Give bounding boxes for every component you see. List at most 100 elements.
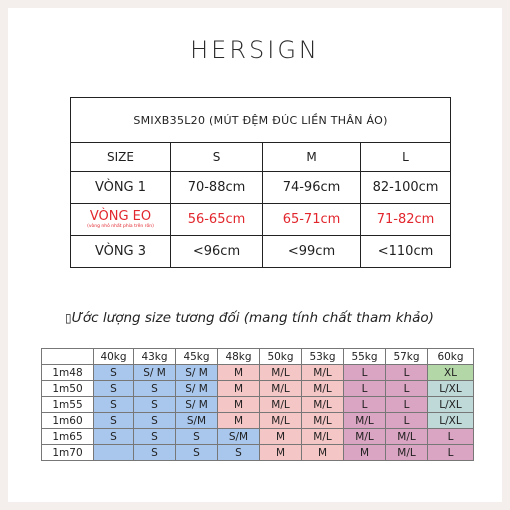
size-recommendation-cell: M/L — [301, 412, 344, 429]
weight-header-cell: 43kg — [133, 348, 176, 365]
size-recommendation-cell: M — [259, 428, 302, 445]
measurement-value: 82-100cm — [359, 171, 452, 204]
size-recommendation-cell: S — [133, 412, 176, 429]
measurement-label: VÒNG EO (vòng nhỏ nhất phía trên rốn) — [70, 203, 171, 236]
note-bullet-icon: ▯ — [65, 311, 72, 325]
measurement-value: <99cm — [262, 235, 361, 268]
size-recommendation-cell: S — [93, 412, 134, 429]
weight-row: 1m70 S S S M M M M/L L — [41, 444, 474, 461]
header-m: M — [262, 142, 361, 172]
size-recommendation-cell: S/ M — [133, 364, 176, 381]
size-recommendation-cell: L — [385, 396, 428, 413]
note-text: Ước lượng size tương đối (mang tính chất… — [71, 310, 434, 326]
height-label: 1m50 — [41, 380, 94, 397]
size-recommendation-cell: S — [175, 428, 218, 445]
weight-header-cell: 55kg — [343, 348, 386, 365]
size-recommendation-cell: M/L — [385, 428, 428, 445]
size-recommendation-cell: S/ M — [175, 364, 218, 381]
header-s: S — [170, 142, 263, 172]
size-recommendation-cell: M/L — [259, 380, 302, 397]
weight-header-corner — [41, 348, 94, 365]
measurement-name: VÒNG EO — [89, 209, 152, 224]
size-recommendation-cell: M — [259, 444, 302, 461]
size-chart-row: VÒNG 3 <96cm <99cm <110cm — [70, 235, 452, 268]
size-recommendation-cell: S — [93, 396, 134, 413]
size-recommendation-cell: S — [133, 428, 176, 445]
size-recommendation-cell: L — [385, 380, 428, 397]
size-recommendation-cell: XL — [427, 364, 474, 381]
weight-header-cell: 48kg — [217, 348, 260, 365]
size-recommendation-cell: S — [93, 364, 134, 381]
size-recommendation-cell: S — [217, 444, 260, 461]
size-recommendation-cell: L — [385, 364, 428, 381]
size-recommendation-cell: M — [301, 444, 344, 461]
size-chart-title-row: SMIXB35L20 (MÚT ĐỆM ĐÚC LIỀN THÂN ÁO) — [69, 97, 452, 143]
size-recommendation-cell: M/L — [259, 396, 302, 413]
size-chart-title: SMIXB35L20 (MÚT ĐỆM ĐÚC LIỀN THÂN ÁO) — [69, 97, 452, 143]
size-recommendation-cell: M/L — [385, 444, 428, 461]
size-recommendation-cell: M/L — [343, 428, 386, 445]
height-label: 1m70 — [41, 444, 94, 461]
measurement-value: <110cm — [359, 235, 452, 268]
size-recommendation-cell: L — [343, 364, 386, 381]
height-weight-table: 40kg 43kg 45kg 48kg 50kg 53kg 55kg 57kg 60kg 1m4… — [41, 348, 474, 461]
measurement-value: 65-71cm — [262, 203, 361, 236]
weight-row: 1m48 S S/ M S/ M M M/L M/L L L XL — [41, 364, 474, 381]
measurement-label: VÒNG 3 — [70, 235, 171, 268]
size-recommendation-cell: S/M — [175, 412, 218, 429]
weight-row: 1m65 S S S S/M M M/L M/L M/L L — [41, 428, 474, 445]
weight-header-cell: 50kg — [259, 348, 302, 365]
size-recommendation-cell: M — [217, 412, 260, 429]
size-recommendation-cell: S — [93, 428, 134, 445]
measurement-value: <96cm — [170, 235, 263, 268]
size-recommendation-cell: M — [343, 444, 386, 461]
size-recommendation-cell: M/L — [301, 380, 344, 397]
size-chart-row: VÒNG EO (vòng nhỏ nhất phía trên rốn) 56-6… — [70, 203, 452, 236]
size-recommendation-cell: L — [427, 428, 474, 445]
header-l: L — [359, 142, 452, 172]
weight-row: 1m55 S S S/ M M M/L M/L L L L/XL — [41, 396, 474, 413]
size-recommendation-cell: L/XL — [427, 412, 474, 429]
size-recommendation-cell: L — [385, 412, 428, 429]
size-recommendation-cell — [93, 444, 134, 461]
height-label: 1m65 — [41, 428, 94, 445]
size-recommendation-cell: M/L — [301, 364, 344, 381]
weight-header-row: 40kg 43kg 45kg 48kg 50kg 53kg 55kg 57kg 60kg — [41, 348, 474, 365]
measurement-value: 71-82cm — [359, 203, 452, 236]
weight-header-cell: 60kg — [427, 348, 474, 365]
size-chart-header-row: SIZE S M L — [70, 142, 452, 172]
size-chart-table: SMIXB35L20 (MÚT ĐỆM ĐÚC LIỀN THÂN ÁO) SI… — [69, 97, 452, 268]
size-recommendation-cell: S/M — [217, 428, 260, 445]
weight-header-cell: 45kg — [175, 348, 218, 365]
size-recommendation-cell: M/L — [343, 412, 386, 429]
measurement-value: 56-65cm — [170, 203, 263, 236]
size-estimate-note: ▯Ước lượng size tương đối (mang tính chấ… — [65, 310, 485, 326]
size-chart-row: VÒNG 1 70-88cm 74-96cm 82-100cm — [70, 171, 452, 204]
size-recommendation-cell: S — [175, 444, 218, 461]
size-recommendation-cell: M — [217, 396, 260, 413]
size-recommendation-cell: L/XL — [427, 380, 474, 397]
size-recommendation-cell: S — [133, 396, 176, 413]
measurement-value: 70-88cm — [170, 171, 263, 204]
height-label: 1m55 — [41, 396, 94, 413]
height-label: 1m48 — [41, 364, 94, 381]
size-recommendation-cell: L — [343, 396, 386, 413]
size-recommendation-cell: M — [217, 364, 260, 381]
weight-header-cell: 40kg — [93, 348, 134, 365]
weight-header-cell: 57kg — [385, 348, 428, 365]
size-recommendation-cell: S/ M — [175, 396, 218, 413]
height-label: 1m60 — [41, 412, 94, 429]
size-recommendation-cell: L/XL — [427, 396, 474, 413]
size-guide-card: HERSIGN SMIXB35L20 (MÚT ĐỆM ĐÚC LIỀN THÂ… — [8, 8, 502, 502]
size-recommendation-cell: M — [217, 380, 260, 397]
size-recommendation-cell: M/L — [301, 428, 344, 445]
size-recommendation-cell: S — [133, 444, 176, 461]
size-recommendation-cell: M/L — [259, 412, 302, 429]
weight-row: 1m50 S S S/ M M M/L M/L L L L/XL — [41, 380, 474, 397]
measurement-note: (vòng nhỏ nhất phía trên rốn) — [87, 224, 154, 229]
measurement-label: VÒNG 1 — [70, 171, 171, 204]
measurement-value: 74-96cm — [262, 171, 361, 204]
size-recommendation-cell: S — [133, 380, 176, 397]
size-recommendation-cell: L — [343, 380, 386, 397]
weight-row: 1m60 S S S/M M M/L M/L M/L L L/XL — [41, 412, 474, 429]
